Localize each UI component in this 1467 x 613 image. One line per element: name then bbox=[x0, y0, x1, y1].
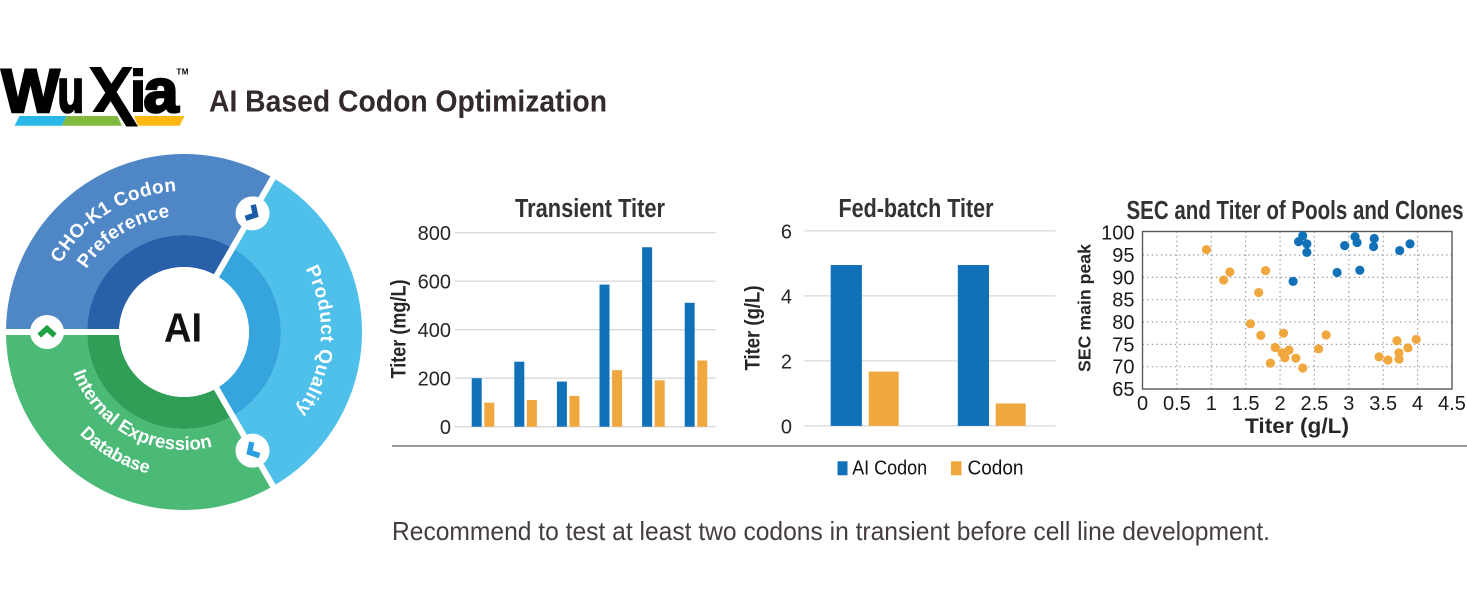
svg-text:SEC main peak: SEC main peak bbox=[1075, 244, 1095, 372]
svg-text:80: 80 bbox=[1112, 312, 1134, 334]
svg-text:75: 75 bbox=[1112, 334, 1134, 356]
svg-text:Transient Titer: Transient Titer bbox=[515, 195, 665, 223]
svg-text:400: 400 bbox=[418, 320, 451, 342]
svg-text:Fed-batch Titer: Fed-batch Titer bbox=[839, 195, 994, 223]
svg-text:AI Codon: AI Codon bbox=[852, 458, 927, 480]
svg-text:u: u bbox=[58, 57, 85, 126]
svg-text:95: 95 bbox=[1112, 245, 1134, 267]
svg-text:0: 0 bbox=[1137, 393, 1148, 415]
svg-text:3.5: 3.5 bbox=[1369, 393, 1397, 415]
svg-text:a: a bbox=[144, 57, 180, 126]
svg-text:0: 0 bbox=[440, 417, 451, 439]
svg-text:Codon: Codon bbox=[968, 458, 1024, 480]
svg-text:100: 100 bbox=[1101, 223, 1134, 245]
svg-text:4: 4 bbox=[1412, 393, 1423, 415]
svg-text:6: 6 bbox=[781, 221, 792, 243]
svg-text:85: 85 bbox=[1112, 290, 1134, 312]
svg-text:2: 2 bbox=[781, 351, 792, 373]
svg-text:1: 1 bbox=[1206, 393, 1217, 415]
svg-text:1.5: 1.5 bbox=[1232, 393, 1260, 415]
svg-text:Recommend to test at least two: Recommend to test at least two codons in… bbox=[392, 516, 1270, 546]
svg-text:TM: TM bbox=[177, 68, 189, 77]
svg-text:4: 4 bbox=[781, 286, 792, 308]
svg-text:600: 600 bbox=[418, 272, 451, 294]
svg-text:70: 70 bbox=[1112, 357, 1134, 379]
svg-text:2: 2 bbox=[1274, 393, 1285, 415]
svg-text:W: W bbox=[2, 57, 60, 126]
svg-text:4.5: 4.5 bbox=[1438, 393, 1466, 415]
svg-text:3: 3 bbox=[1343, 393, 1354, 415]
svg-text:SEC and Titer of Pools and Clo: SEC and Titer of Pools and Clones bbox=[1127, 197, 1464, 225]
svg-text:90: 90 bbox=[1112, 267, 1134, 289]
svg-text:Titer (g/L): Titer (g/L) bbox=[1245, 414, 1349, 438]
svg-text:800: 800 bbox=[418, 223, 451, 245]
svg-text:AI Based Codon Optimization: AI Based Codon Optimization bbox=[209, 84, 607, 119]
svg-text:65: 65 bbox=[1112, 379, 1134, 401]
svg-text:AI: AI bbox=[164, 305, 202, 351]
svg-text:2.5: 2.5 bbox=[1301, 393, 1329, 415]
svg-text:0.5: 0.5 bbox=[1163, 393, 1191, 415]
svg-text:Titer (mg/L): Titer (mg/L) bbox=[388, 280, 411, 379]
svg-text:0: 0 bbox=[781, 416, 792, 438]
svg-text:Titer (g/L): Titer (g/L) bbox=[742, 286, 765, 371]
svg-text:200: 200 bbox=[418, 369, 451, 391]
